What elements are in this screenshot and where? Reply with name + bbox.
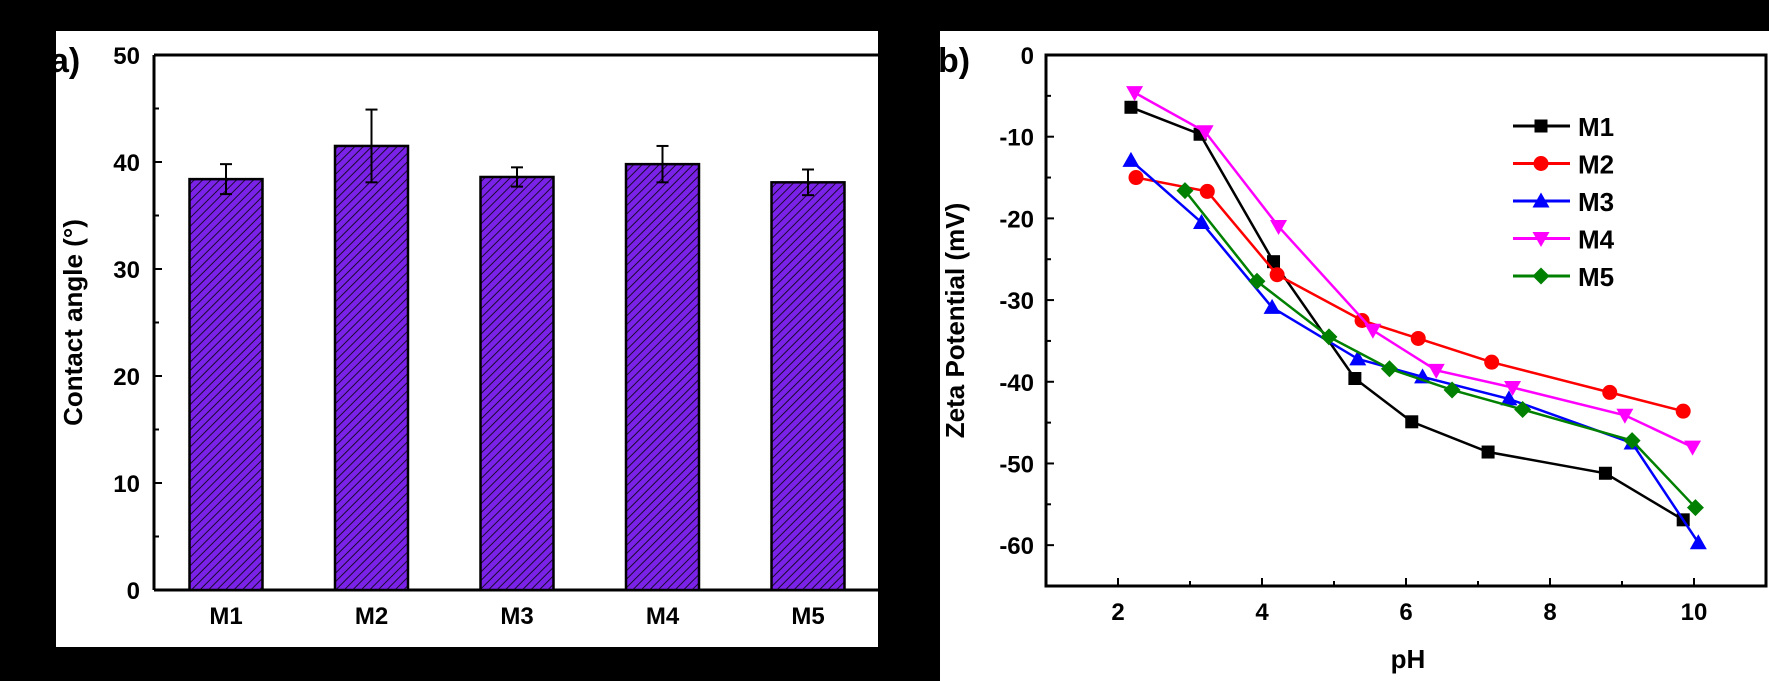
bar-M5 (770, 181, 846, 592)
series-M5 (1176, 182, 1704, 517)
data-point-M5 (1514, 401, 1532, 419)
data-point-M4 (1427, 363, 1445, 379)
data-point-M4 (1270, 220, 1288, 236)
x-tick-label: M4 (646, 603, 680, 630)
legend-marker (1533, 156, 1549, 171)
legend-item-M1: M1 (1513, 112, 1614, 142)
data-point-M3 (1263, 298, 1281, 314)
y-tick-label: 50 (113, 43, 140, 70)
x-tick-label: M2 (355, 603, 388, 630)
x-tick-label: 2 (1111, 599, 1124, 626)
y-tick-label: 30 (113, 257, 140, 284)
x-tick-label: 8 (1543, 599, 1556, 626)
y-tick-label: -30 (999, 288, 1034, 315)
data-point-M1 (1405, 415, 1419, 429)
legend-item-M4: M4 (1513, 225, 1615, 255)
data-point-M4 (1504, 380, 1522, 396)
y-tick-label: 10 (113, 471, 140, 498)
y-tick-label: -10 (999, 125, 1034, 152)
series-M4 (1126, 86, 1702, 456)
x-axis-label: pH (1391, 644, 1426, 674)
data-point-M2 (1199, 183, 1215, 199)
data-point-M1 (1598, 466, 1612, 480)
data-point-M1 (1124, 100, 1138, 114)
bar-M4 (624, 162, 701, 592)
legend-item-M5: M5 (1513, 262, 1614, 292)
data-point-M4 (1616, 408, 1634, 424)
bar-M1 (188, 177, 264, 592)
y-axis-label: Contact angle (°) (58, 219, 88, 426)
data-point-M5 (1380, 360, 1398, 378)
legend-marker (1532, 267, 1550, 285)
x-tick-label: 4 (1255, 599, 1269, 626)
data-point-M5 (1320, 328, 1338, 346)
data-point-M3 (1689, 534, 1707, 550)
panel-a-background (56, 31, 878, 647)
legend-marker (1532, 192, 1550, 208)
data-point-M5 (1623, 432, 1641, 450)
x-tick-label: 10 (1681, 599, 1708, 626)
y-axis-label: Zeta Potential (mV) (940, 203, 970, 438)
data-point-M3 (1500, 390, 1518, 406)
data-point-M3 (1122, 151, 1140, 167)
y-tick-label: -50 (999, 451, 1034, 478)
x-tick-label: M3 (500, 603, 533, 630)
data-point-M4 (1364, 323, 1382, 339)
legend-label: M1 (1578, 112, 1614, 142)
data-point-M2 (1269, 267, 1285, 283)
panel-label-b: b) (938, 42, 970, 80)
y-tick-label: 20 (113, 364, 140, 391)
legend-item-M3: M3 (1513, 187, 1614, 217)
legend-marker (1534, 119, 1548, 133)
series-line-M5 (1183, 189, 1697, 509)
data-point-M3 (1193, 213, 1211, 229)
legend-marker (1532, 232, 1550, 247)
legend-label: M2 (1578, 150, 1614, 180)
legend-label: M4 (1578, 225, 1615, 255)
data-point-M2 (1602, 384, 1618, 400)
y-tick-label: -60 (999, 533, 1034, 560)
y-tick-label: 40 (113, 150, 140, 177)
series-line-M2 (1135, 176, 1684, 413)
y-tick-label: -20 (999, 206, 1034, 233)
series-line-M1 (1130, 106, 1684, 521)
legend-item-M2: M2 (1513, 150, 1614, 180)
y-tick-label: 0 (1021, 43, 1034, 70)
data-point-M4 (1684, 440, 1702, 456)
panel-b-line-chart: 0 -10 -20 -30 -40 -50 -60 2 4 6 8 10 M1 M2 M3 M4 M5 Zeta … (938, 42, 1768, 674)
x-tick-label: 6 (1399, 599, 1412, 626)
data-point-M5 (1686, 499, 1704, 517)
bar-M3 (479, 175, 555, 592)
panel-label-a: a) (50, 42, 80, 80)
data-point-M4 (1126, 86, 1144, 102)
x-tick-label: M5 (791, 603, 824, 630)
data-point-M2 (1675, 403, 1691, 419)
data-point-M2 (1484, 354, 1500, 370)
legend-label: M5 (1578, 262, 1614, 292)
y-tick-label: -40 (999, 370, 1034, 397)
y-tick-label: 0 (127, 578, 140, 605)
series-line-M4 (1133, 91, 1694, 449)
data-point-M2 (1128, 170, 1144, 186)
data-point-M5 (1248, 272, 1266, 290)
legend-label: M3 (1578, 187, 1614, 217)
data-point-M2 (1410, 330, 1426, 346)
data-point-M3 (1349, 350, 1367, 366)
data-point-M5 (1176, 182, 1194, 200)
series-M2 (1128, 170, 1691, 419)
panel-a-bar-chart: 0 10 20 30 40 50 M1 M2 M3 M4 M5 Contact angle (°) a) (50, 42, 878, 630)
data-point-M1 (1348, 372, 1362, 386)
x-tick-label: M1 (209, 603, 242, 630)
data-point-M4 (1196, 125, 1214, 141)
data-point-M1 (1481, 445, 1495, 459)
bar-M2 (333, 144, 410, 592)
data-point-M5 (1443, 381, 1461, 399)
